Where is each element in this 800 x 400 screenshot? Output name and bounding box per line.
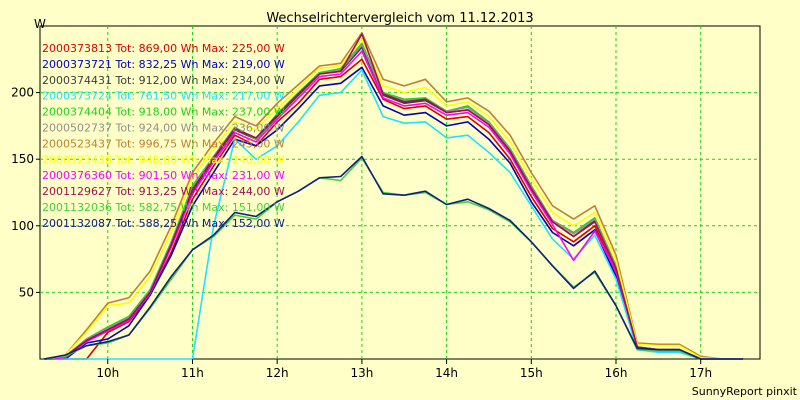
x-tick-label: 16h — [605, 366, 628, 380]
x-tick-label: 13h — [350, 366, 373, 380]
chart-title: Wechselrichtervergleich vom 11.12.2013 — [266, 11, 533, 26]
legend-entry-7: 2000523437 Tot: 996,75 Wh Max: 245,00 W — [42, 137, 285, 150]
legend-entry-9: 2000376360 Tot: 901,50 Wh Max: 231,00 W — [42, 169, 285, 182]
legend-entry-12: 2001132087 Tot: 588,25 Wh Max: 152,00 W — [42, 217, 285, 230]
series-line-12 — [44, 155, 744, 360]
tick-layer: 10h 11h 12h 13h 14h 15h 16h 17h 50 100 150 200 — [11, 86, 712, 380]
x-tick-label: 17h — [689, 366, 712, 380]
series-line-4 — [44, 69, 744, 360]
legend-entry-2: 2000373721 Tot: 832,25 Wh Max: 219,00 W — [42, 58, 285, 71]
series-line-8 — [44, 38, 744, 360]
legend-entry-5: 2000374404 Tot: 918,00 Wh Max: 237,00 W — [42, 106, 285, 119]
plot-area — [39, 25, 761, 360]
y-tick-label: 200 — [11, 86, 34, 100]
y-tick-label: 100 — [11, 219, 34, 233]
footer-credit: SunnyReport pinxit — [692, 385, 798, 398]
legend-entry-11: 2001132036 Tot: 582,75 Wh Max: 151,00 W — [42, 201, 285, 214]
y-tick-label: 150 — [11, 152, 34, 166]
x-tick-label: 10h — [96, 366, 119, 380]
series-layer — [44, 31, 744, 360]
x-tick-label: 15h — [520, 366, 543, 380]
legend-entry-3: 2000374431 Tot: 912,00 Wh Max: 234,00 W — [42, 74, 285, 87]
y-tick-label: 50 — [19, 285, 34, 299]
legend-entry-4: 2000373724 Tot: 761,50 Wh Max: 217,00 W — [42, 90, 285, 103]
x-tick-label: 12h — [266, 366, 289, 380]
legend-layer: 2000373813 Tot: 869,00 Wh Max: 225,00 W 2… — [42, 42, 285, 230]
series-line-10 — [44, 33, 744, 360]
legend-entry-10: 2001129627 Tot: 913,25 Wh Max: 244,00 W — [42, 185, 285, 198]
series-line-7 — [44, 31, 744, 360]
legend-entry-1: 2000373813 Tot: 869,00 Wh Max: 225,00 W — [42, 42, 285, 55]
x-tick-label: 11h — [181, 366, 204, 380]
legend-entry-6: 2000502737 Tot: 924,00 Wh Max: 236,00 W — [42, 122, 285, 135]
y-axis-label: W — [34, 17, 46, 31]
legend-entry-8: 2000523438 Tot: 948,00 Wh Max: 240,00 W — [42, 153, 285, 166]
x-tick-label: 14h — [435, 366, 458, 380]
